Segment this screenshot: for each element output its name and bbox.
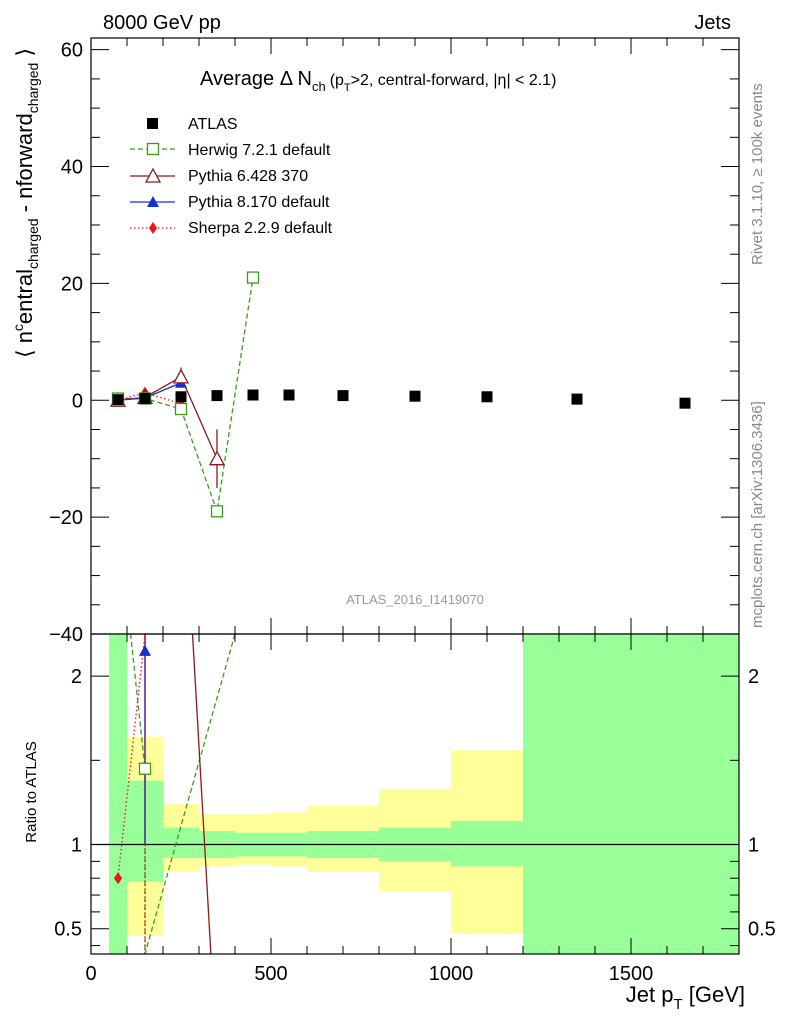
ylabel-close: ⟩ [12, 48, 37, 63]
x-axis-label: Jet pT [GeV] [626, 982, 745, 1013]
main-ytick-label: 20 [61, 273, 83, 295]
ylabel-sup: c [10, 324, 26, 331]
legend-entry-herwig: Herwig 7.2.1 default [130, 142, 331, 159]
ratio-ytick-label-right: 0.5 [748, 919, 776, 941]
ratio-ytick-label: 0.5 [54, 919, 82, 941]
legend-marker-pythia8 [147, 196, 159, 207]
legend: ATLAS Herwig 7.2.1 default Pythia 6.428 … [130, 116, 333, 237]
data-point-herwig [174, 402, 188, 416]
legend-entry-pythia6: Pythia 6.428 370 [130, 167, 308, 185]
data-point-sherpa [114, 872, 122, 885]
ratio-ytick-label: 2 [71, 666, 82, 688]
ylabel-open: ⟨ n [12, 331, 37, 358]
data-point-atlas [409, 390, 421, 402]
energy-label: 8000 GeV pp [103, 12, 221, 34]
series-line-pythia [117, 375, 218, 459]
ylabel-central: entral [12, 269, 37, 324]
y-axis-label: ⟨ ncentralcharged - nforwardcharged ⟩ [10, 48, 41, 358]
plot-title-rest: >2, central-forward, |η| < 2.1) [351, 72, 557, 89]
plot-title-main: Average Δ N [200, 68, 312, 90]
data-point-atlas [247, 389, 259, 401]
main-ytick-label: 60 [61, 40, 83, 62]
data-point-atlas [337, 390, 349, 402]
legend-label-atlas: ATLAS [188, 116, 238, 133]
ratio-band-green [109, 634, 127, 954]
data-point-atlas [175, 391, 187, 403]
main-panel: −40 −20 0 20 40 60 Average Δ Nch (pT>2, centra… [10, 37, 740, 646]
data-point-herwig [210, 505, 224, 518]
legend-label-sherpa: Sherpa 2.2.9 default [188, 220, 333, 237]
ratio-ytick-label: 1 [71, 835, 82, 857]
data-point-atlas [112, 394, 124, 406]
data-point-atlas [571, 393, 583, 405]
main-series-layer [109, 271, 691, 518]
ratio-y-label: Ratio to ATLAS [23, 741, 40, 842]
ylabel-forward: forward [12, 113, 37, 186]
main-ytick-label: −20 [49, 507, 83, 529]
data-point-herwig [138, 762, 152, 775]
legend-entry-atlas: ATLAS [147, 116, 238, 133]
main-y-ticks: −40 −20 0 20 40 60 [49, 38, 740, 646]
process-label: Jets [694, 12, 731, 34]
xlabel-unit: [GeV] [683, 982, 745, 1007]
legend-entry-sherpa: Sherpa 2.2.9 default [130, 220, 333, 237]
data-point-atlas [139, 393, 151, 405]
ylabel-sub1: charged [25, 218, 41, 269]
ratio-band-green [451, 820, 523, 867]
data-point-atlas [679, 397, 691, 409]
plot-title-psub: T [344, 82, 351, 94]
main-ytick-label: 0 [72, 390, 83, 412]
data-point-atlas [283, 389, 295, 401]
legend-marker-herwig [146, 142, 160, 156]
legend-marker-sherpa [149, 222, 157, 234]
main-ytick-label: −40 [49, 624, 83, 646]
ylabel-sub2: charged [25, 63, 41, 114]
ratio-xtick-label: 1500 [609, 963, 654, 985]
ratio-ticks: 0.5 0.5 1 1 2 2 0 500 1000 1500 [54, 634, 776, 985]
legend-label-pythia8: Pythia 8.170 default [188, 194, 330, 211]
plot-title-sub: ch [312, 79, 326, 94]
plot-title: Average Δ Nch (pT>2, central-forward, |η|… [200, 68, 556, 94]
ratio-line-pythia [191, 633, 212, 955]
data-point-atlas [481, 391, 493, 403]
data-point-pythia6 [208, 450, 226, 466]
ylabel-mid: - n [12, 187, 37, 219]
legend-marker-pythia6 [144, 167, 162, 183]
ratio-series-layer [114, 633, 236, 955]
rivet-side-label: Rivet 3.1.10, ≥ 100k events [749, 83, 766, 265]
main-ytick-label: 40 [61, 157, 83, 179]
xlabel-main: Jet p [626, 982, 674, 1007]
plot-title-p: (p [330, 72, 344, 89]
legend-label-herwig: Herwig 7.2.1 default [188, 142, 331, 159]
ratio-band-green [163, 827, 199, 858]
ratio-bands [109, 634, 739, 954]
ratio-xtick-label: 500 [254, 963, 287, 985]
legend-marker-atlas [147, 118, 158, 129]
xlabel-sub: T [673, 996, 682, 1013]
ratio-panel: 0.5 0.5 1 1 2 2 0 500 1000 1500 Ratio to ATLAS Je… [23, 633, 776, 1013]
analysis-id: ATLAS_2016_I1419070 [346, 592, 484, 607]
mcplots-side-label: mcplots.cern.ch [arXiv:1306.3436] [749, 401, 766, 628]
legend-label-pythia6: Pythia 6.428 370 [188, 168, 308, 185]
ratio-xtick-label: 1000 [429, 963, 474, 985]
data-point-herwig [246, 271, 260, 284]
data-point-pythia6 [172, 368, 190, 384]
data-point-atlas [211, 390, 223, 402]
data-point-pythia8 [139, 644, 151, 656]
legend-entry-pythia8: Pythia 8.170 default [130, 194, 330, 211]
ratio-ytick-label-right: 1 [748, 835, 759, 857]
ratio-ytick-label-right: 2 [748, 666, 759, 688]
ratio-xtick-label: 0 [85, 963, 96, 985]
ratio-band-green [523, 634, 739, 954]
